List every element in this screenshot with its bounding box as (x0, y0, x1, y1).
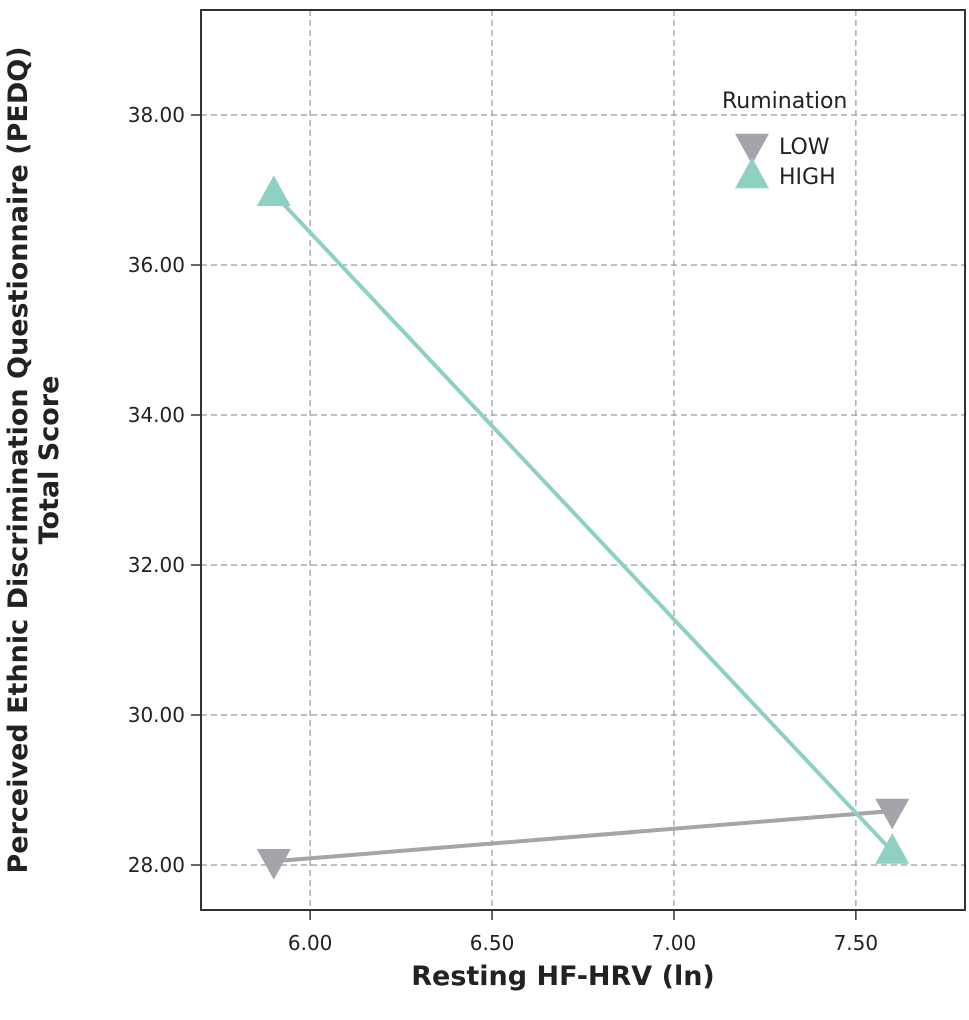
legend-marker-low (735, 133, 769, 165)
y-axis-title: Perceived Ethnic Discrimination Question… (3, 46, 65, 873)
y-axis-title-line2: Total Score (34, 376, 65, 545)
legend-marker-high (735, 157, 769, 189)
data-point-low (875, 798, 910, 830)
y-tick-label: 34.00 (128, 403, 185, 427)
y-tick-label: 32.00 (128, 553, 185, 577)
data-point-high (256, 175, 291, 206)
x-tick-label: 7.50 (834, 931, 879, 955)
y-tick-label: 28.00 (128, 853, 185, 877)
legend: Rumination LOW HIGH (722, 89, 847, 190)
series-line-low (273, 809, 893, 864)
y-tick-label: 38.00 (128, 103, 185, 127)
plot-frame (200, 9, 966, 911)
x-axis: 6.00 6.50 7.00 7.50 (288, 910, 878, 955)
x-tick-label: 6.00 (288, 931, 333, 955)
y-tick-label: 36.00 (128, 253, 185, 277)
x-axis-title: Resting HF-HRV (ln) (411, 961, 715, 992)
y-axis-title-line1: Perceived Ethnic Discrimination Question… (3, 46, 34, 873)
data-point-high (875, 833, 910, 864)
series-line-high (272, 192, 894, 853)
legend-title: Rumination (722, 89, 847, 114)
series (256, 175, 910, 880)
data-point-low (256, 849, 291, 880)
y-axis: 28.00 30.00 32.00 34.00 36.00 38.00 (128, 103, 201, 877)
x-tick-label: 6.50 (470, 931, 515, 955)
grid (201, 10, 965, 910)
y-tick-label: 30.00 (128, 703, 185, 727)
x-tick-label: 7.00 (652, 931, 697, 955)
legend-label-low: LOW (779, 135, 830, 160)
legend-label-high: HIGH (779, 165, 836, 190)
